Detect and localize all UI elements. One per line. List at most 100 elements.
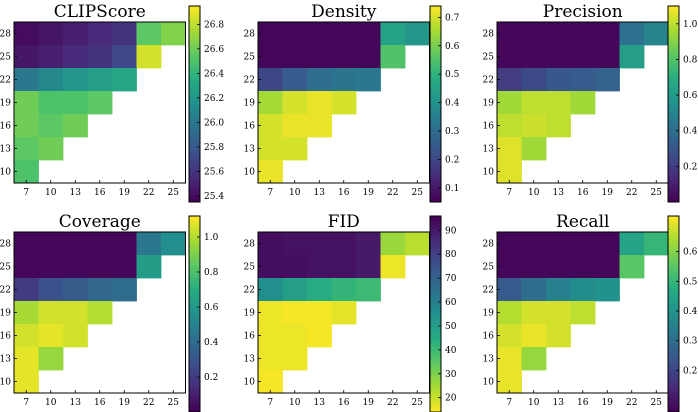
heatmap-cell [63, 22, 88, 46]
colorbar-segment [430, 235, 441, 240]
colorbar-segment [189, 90, 200, 95]
colorbar-segment [189, 216, 200, 220]
colorbar-segment [668, 113, 679, 118]
colorbar-segment [189, 346, 200, 351]
heatmap-cell [619, 22, 645, 46]
colorbar-segment [668, 100, 679, 105]
heatmap-cell [282, 301, 308, 325]
colorbar-segment [189, 287, 200, 292]
y-tick-label: 19 [0, 309, 11, 319]
panel-title: Coverage [59, 212, 141, 232]
colorbar-segment [430, 41, 441, 46]
colorbar-segment [668, 274, 679, 279]
colorbar-segment [189, 310, 200, 315]
colorbar-segment [189, 94, 200, 98]
colorbar-segment [430, 353, 441, 357]
colorbar-segment [430, 94, 441, 98]
colorbar-segment [668, 294, 679, 299]
colorbar-segment [189, 87, 200, 92]
colorbar-segment [430, 320, 441, 325]
heatmap-cell [161, 232, 186, 256]
colorbar-segment [189, 149, 200, 154]
colorbar-segment [189, 327, 200, 331]
colorbar-segment [430, 314, 441, 318]
heatmap-cell [87, 91, 113, 115]
heatmap-cell [546, 324, 571, 348]
colorbar-segment [189, 120, 200, 125]
colorbar-segment [430, 133, 441, 138]
colorbar-segment [189, 133, 200, 138]
y-tick-label: 10 [0, 378, 11, 388]
heatmap-cell [497, 347, 522, 371]
heatmap-cell [282, 278, 308, 302]
colorbar-segment [430, 25, 441, 30]
heatmap-cell [521, 278, 547, 302]
colorbar-segment [668, 369, 679, 374]
x-tick-label: 22 [626, 398, 637, 408]
colorbar-segment [430, 385, 441, 390]
colorbar-segment [430, 139, 441, 144]
heatmap-cell [38, 91, 64, 115]
colorbar-segment [668, 258, 679, 263]
colorbar-tick-label: 0.6 [683, 248, 698, 258]
colorbar-segment [668, 235, 679, 240]
heatmap-cell [38, 22, 64, 46]
colorbar-segment [189, 136, 200, 141]
colorbar-segment [668, 287, 679, 292]
y-tick-label: 28 [244, 240, 256, 250]
colorbar-segment [668, 51, 679, 56]
colorbar-segment [668, 77, 679, 82]
heatmap-cell [38, 301, 64, 325]
y-tick-label: 28 [0, 240, 11, 250]
colorbar-segment [189, 107, 200, 112]
colorbar-segment [430, 169, 441, 174]
colorbar-segment [668, 15, 679, 20]
heatmap-cell [644, 232, 669, 256]
heatmap-cell [570, 232, 596, 256]
colorbar-segment [668, 198, 679, 203]
x-tick-label: 19 [363, 398, 375, 408]
colorbar-segment [430, 77, 441, 82]
colorbar-segment [430, 366, 441, 371]
heatmap-cell [63, 68, 88, 92]
colorbar-segment [430, 55, 441, 59]
colorbar-segment [189, 314, 200, 318]
colorbar-segment [668, 216, 679, 220]
heatmap-cell [331, 232, 357, 256]
x-tick-label: 19 [602, 398, 614, 408]
colorbar-tick-label: 0.5 [683, 277, 698, 287]
colorbar-tick-label: 26.2 [204, 94, 224, 104]
colorbar-tick-label: 25.6 [204, 167, 224, 177]
colorbar-segment [430, 74, 441, 79]
x-tick-label: 13 [314, 398, 326, 408]
colorbar-segment [189, 175, 200, 180]
colorbar-segment [189, 58, 200, 63]
heatmap-cell [258, 45, 283, 69]
colorbar-segment [430, 153, 441, 157]
colorbar-segment [668, 245, 679, 250]
heatmap-cell [521, 232, 547, 256]
heatmap-cell [136, 232, 162, 256]
colorbar-segment [668, 330, 679, 335]
colorbar-frame [188, 215, 201, 412]
colorbar-segment [189, 379, 200, 384]
colorbar-segment [430, 179, 441, 183]
colorbar-segment [189, 297, 200, 302]
colorbar-segment [430, 71, 441, 76]
colorbar-segment [430, 300, 441, 305]
colorbar-segment [189, 323, 200, 328]
panel-title: Precision [543, 2, 623, 22]
colorbar-segment [668, 139, 679, 144]
y-tick-label: 13 [483, 145, 495, 155]
colorbar-segment [189, 97, 200, 102]
x-tick-label: 19 [119, 188, 131, 198]
colorbar-tick-label: 0.5 [445, 70, 460, 80]
y-tick-label: 10 [244, 168, 256, 178]
colorbar-segment [668, 12, 679, 17]
heatmap-cell [619, 45, 645, 69]
heatmap-cell [307, 68, 332, 92]
heatmap-cell [497, 68, 522, 92]
heatmap-panel: CLIPScore 28 25 22 19 16 13 10 7 10 13 16 19 22 25 25.4… [0, 2, 224, 203]
heatmap-cell [282, 45, 308, 69]
colorbar-tick-label: 0.4 [683, 127, 698, 137]
